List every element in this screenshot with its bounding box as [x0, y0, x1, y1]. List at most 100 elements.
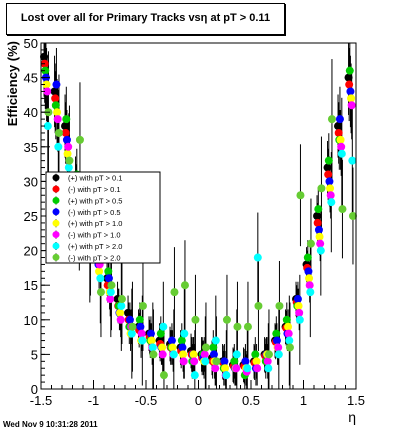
data-point: [209, 350, 218, 359]
data-point: [41, 66, 50, 75]
data-point: [326, 184, 335, 193]
legend-label: (+) with pT > 0.1: [68, 174, 122, 183]
data-point: [53, 115, 62, 124]
data-point: [52, 80, 61, 89]
data-point: [272, 329, 281, 338]
data-point: [316, 239, 325, 248]
data-point: [178, 343, 187, 352]
data-point: [148, 343, 157, 352]
legend-label: (+) with pT > 0.5: [68, 196, 122, 205]
data-point: [253, 364, 262, 373]
y-tick-label: 35: [24, 140, 38, 155]
data-point: [338, 205, 347, 214]
data-point: [127, 329, 136, 338]
data-point: [264, 364, 273, 373]
data-point: [200, 350, 209, 359]
data-point: [323, 163, 332, 172]
data-point: [263, 357, 272, 366]
data-point: [54, 128, 63, 137]
data-point: [106, 295, 115, 304]
x-tick-label: 0.5: [242, 393, 260, 408]
data-point: [96, 274, 105, 283]
data-point: [179, 357, 188, 366]
data-point: [326, 191, 335, 200]
legend-marker: [52, 242, 60, 250]
data-point: [243, 364, 252, 373]
data-point: [96, 288, 105, 297]
data-point: [243, 322, 252, 331]
data-point: [282, 315, 291, 324]
data-point: [61, 122, 70, 131]
data-point: [64, 142, 73, 151]
y-tick-label: 40: [24, 105, 38, 120]
data-point: [158, 350, 167, 359]
legend-marker: [52, 231, 60, 239]
data-point: [293, 295, 302, 304]
data-point: [147, 336, 156, 345]
y-tick-label: 30: [24, 174, 38, 189]
data-point: [51, 101, 60, 110]
data-point: [253, 253, 262, 262]
data-point: [284, 322, 293, 331]
legend-marker: [52, 219, 60, 227]
legend-label: (-) with pT > 0.5: [68, 208, 121, 217]
data-point: [327, 198, 336, 207]
legend-marker: [52, 185, 60, 193]
data-point: [306, 288, 315, 297]
y-tick-label: 15: [24, 278, 38, 293]
data-point: [138, 301, 147, 310]
data-point: [296, 191, 305, 200]
data-point: [304, 267, 313, 276]
data-point: [104, 274, 113, 283]
data-point: [177, 336, 186, 345]
data-point: [294, 301, 303, 310]
data-point: [107, 281, 116, 290]
data-point: [138, 336, 147, 345]
data-point: [170, 288, 179, 297]
data-point: [275, 301, 284, 310]
data-point: [50, 87, 59, 96]
data-point: [230, 357, 239, 366]
data-point: [179, 350, 188, 359]
data-point: [334, 122, 343, 131]
y-tick-label: 5: [31, 347, 38, 362]
y-axis-label: Efficiency (%): [5, 41, 20, 126]
x-tick-label: 0: [195, 393, 202, 408]
data-point: [324, 170, 333, 179]
data-point: [201, 343, 210, 352]
data-point: [62, 135, 71, 144]
data-point: [222, 371, 231, 380]
legend-box: [45, 171, 161, 264]
chart-title-box: Lost over all for Primary Tracks vsη at …: [6, 3, 285, 35]
data-point: [241, 357, 250, 366]
data-point: [75, 135, 84, 144]
legend-label: (-) with pT > 1.0: [68, 231, 121, 240]
data-point: [180, 329, 189, 338]
data-point: [337, 149, 346, 158]
data-point: [335, 115, 344, 124]
data-point: [232, 364, 241, 373]
legend-label: (-) with pT > 0.1: [68, 185, 121, 194]
legend-label: (-) with pT > 2.0: [68, 253, 121, 262]
y-tick-label: 45: [24, 71, 38, 86]
data-point: [285, 336, 294, 345]
data-point: [201, 357, 210, 366]
data-point: [221, 364, 230, 373]
legend-marker: [52, 196, 60, 204]
data-point: [190, 371, 199, 380]
x-tick-label: -0.5: [135, 393, 157, 408]
data-point: [313, 212, 322, 220]
y-tick-label: 50: [24, 36, 38, 51]
data-point: [315, 232, 324, 241]
y-tick-label: 25: [24, 209, 38, 224]
data-point: [306, 239, 315, 248]
chart-title: Lost over all for Primary Tracks vsη at …: [20, 12, 271, 24]
x-tick-label: 1: [300, 393, 307, 408]
data-point: [211, 336, 220, 345]
data-point: [124, 308, 133, 317]
y-tick-label: 20: [24, 244, 38, 259]
axes: -1.5 -1 -0.5 0 0.5 1 1.5 0 5 10 15 20 25 30 35 40 45 50 η E…: [5, 36, 365, 425]
data-point: [190, 357, 199, 366]
data-point: [159, 371, 168, 380]
data-point: [334, 128, 343, 137]
